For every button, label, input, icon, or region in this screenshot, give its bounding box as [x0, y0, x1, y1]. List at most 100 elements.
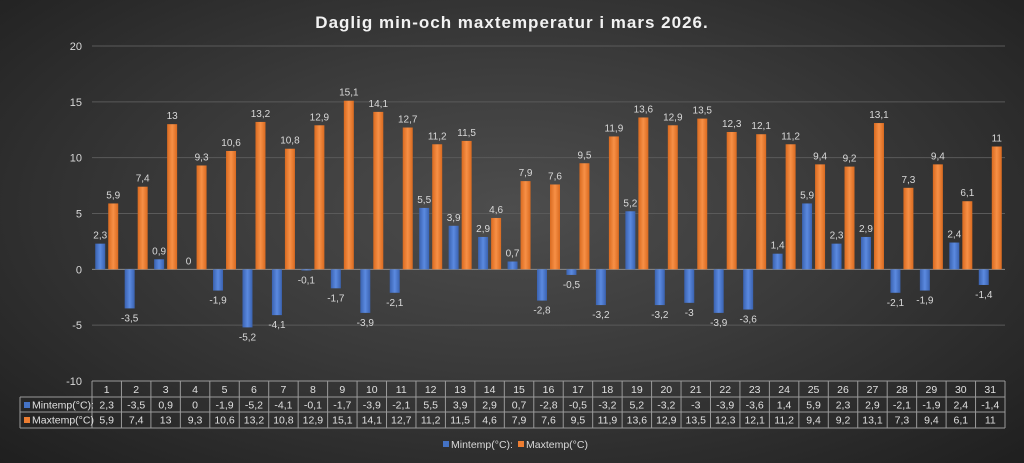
data-label: -4,1: [268, 320, 286, 331]
y-tick-label: 15: [70, 97, 82, 109]
category-label: 5: [222, 384, 228, 396]
data-label: 11,2: [428, 131, 447, 142]
table-cell: 5,5: [423, 400, 438, 412]
min-temp-bar: [743, 269, 754, 310]
category-label: 22: [719, 384, 731, 396]
data-label: 0,7: [506, 249, 520, 260]
max-temp-bar: [785, 144, 796, 270]
table-cell: 0,7: [512, 400, 527, 412]
category-label: 27: [867, 384, 879, 396]
data-label: -5,2: [239, 332, 257, 343]
min-temp-bar: [625, 211, 636, 270]
series-name: Mintemp(°C):: [32, 400, 94, 412]
legend-key-icon: [443, 441, 449, 447]
data-label: -1,9: [916, 296, 934, 307]
max-temp-bar: [903, 187, 914, 270]
category-label: 30: [955, 384, 967, 396]
data-label: -0,5: [563, 280, 581, 291]
table-cell: 7,6: [541, 415, 556, 427]
table-cell: 15,1: [332, 415, 353, 427]
table-cell: 10,6: [214, 415, 235, 427]
min-temp-bar: [713, 269, 724, 313]
data-label: 9,5: [577, 150, 591, 161]
data-label: 13,1: [869, 110, 889, 121]
table-cell: 2,9: [482, 400, 497, 412]
table-cell: 9,2: [836, 415, 851, 427]
data-label: -3: [685, 308, 694, 319]
table-cell: 14,1: [362, 415, 383, 427]
category-label: 24: [778, 384, 790, 396]
category-label: 16: [543, 384, 555, 396]
data-label: -2,1: [386, 298, 404, 309]
table-cell: -3,9: [716, 400, 734, 412]
max-temp-bar: [432, 144, 443, 270]
table-cell: -2,1: [893, 400, 911, 412]
data-label: 13,6: [634, 104, 654, 115]
max-temp-bar: [873, 123, 884, 270]
max-temp-bar: [461, 140, 472, 270]
table-cell: 12,1: [744, 415, 765, 427]
data-label: -2,1: [887, 298, 905, 309]
table-cell: -1,4: [981, 400, 999, 412]
max-temp-bar: [667, 125, 678, 270]
data-label: 13,5: [693, 106, 713, 117]
category-label: 20: [660, 384, 672, 396]
min-temp-bar: [330, 269, 341, 289]
category-label: 3: [163, 384, 169, 396]
data-label: 12,1: [751, 121, 771, 132]
data-label: 10,6: [221, 138, 241, 149]
max-temp-bar: [491, 217, 502, 270]
category-label: 4: [192, 384, 198, 396]
data-label: 12,3: [722, 119, 742, 130]
min-temp-bar: [595, 269, 606, 306]
y-tick-label: 0: [76, 264, 82, 276]
data-label: 9,2: [843, 154, 857, 165]
data-label: -3,2: [592, 310, 610, 321]
min-temp-bar: [360, 269, 371, 313]
legend-entry: Mintemp(°C):: [451, 439, 513, 451]
table-cell: -1,7: [333, 400, 351, 412]
max-temp-bar: [402, 127, 413, 270]
data-label: -0,1: [298, 275, 316, 286]
max-temp-bar: [726, 131, 737, 270]
table-cell: 12,9: [656, 415, 677, 427]
table-cell: -3,6: [746, 400, 764, 412]
min-temp-bar: [684, 269, 695, 303]
data-label: 5,9: [106, 190, 120, 201]
data-label: 2,3: [93, 231, 107, 242]
table-cell: 6,1: [954, 415, 969, 427]
table-cell: 13,5: [686, 415, 707, 427]
table-cell: 11,9: [598, 415, 618, 427]
min-temp-bar: [478, 236, 489, 270]
table-cell: -2,1: [392, 400, 410, 412]
table-cell: -1,9: [215, 400, 233, 412]
category-label: 28: [896, 384, 908, 396]
min-temp-bar: [566, 269, 577, 275]
table-cell: -0,5: [569, 400, 587, 412]
category-label: 23: [749, 384, 761, 396]
max-temp-bar: [844, 166, 855, 270]
table-cell: -1,9: [922, 400, 940, 412]
max-temp-bar: [579, 163, 590, 270]
table-cell: 12,7: [391, 415, 412, 427]
table-cell: 4,6: [482, 415, 497, 427]
table-cell: -3: [691, 400, 700, 412]
max-temp-bar: [343, 100, 354, 270]
table-cell: 13: [160, 415, 172, 427]
data-label: 10,8: [280, 136, 300, 147]
table-cell: 5,9: [806, 400, 821, 412]
category-label: 9: [339, 384, 345, 396]
min-temp-bar: [448, 225, 459, 270]
table-cell: 9,4: [924, 415, 939, 427]
data-label: 7,3: [901, 175, 915, 186]
max-temp-bar: [608, 136, 619, 270]
series-name: Maxtemp(°C): [32, 415, 94, 427]
data-label: 15,1: [339, 88, 359, 99]
data-label: 2,9: [859, 224, 873, 235]
max-temp-bar: [932, 164, 943, 270]
data-label: 13,2: [251, 109, 271, 120]
min-temp-bar: [537, 269, 547, 301]
table-cell: 13,1: [862, 415, 883, 427]
data-label: 7,9: [519, 168, 533, 179]
data-label: -1,4: [975, 290, 993, 301]
